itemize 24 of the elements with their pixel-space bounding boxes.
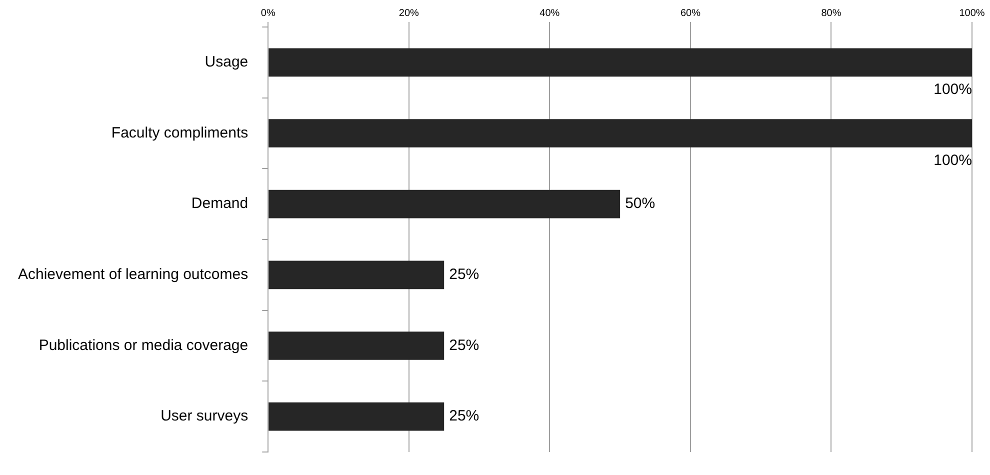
bar: [268, 190, 620, 218]
bar: [268, 260, 444, 290]
data-label: 100%: [934, 152, 972, 170]
bar: [268, 48, 972, 77]
y-tick-label: User surveys: [160, 408, 248, 425]
x-tick-label: 0%: [260, 8, 276, 19]
y-tick-label: Demand: [191, 195, 248, 212]
data-label: 50%: [625, 195, 656, 212]
data-label: 25%: [449, 336, 480, 354]
data-label: 100%: [934, 81, 972, 98]
bar: [268, 332, 444, 360]
y-tick-label: Achievement of learning outcomes: [18, 266, 248, 284]
data-label: 25%: [449, 266, 480, 284]
bar: [268, 119, 972, 148]
y-tick-label: Faculty compliments: [111, 124, 248, 142]
x-tick-label: 100%: [959, 8, 985, 19]
y-tick-label: Publications or media coverage: [38, 336, 248, 354]
x-tick-label: 60%: [680, 8, 701, 19]
data-label: 25%: [449, 408, 480, 425]
x-tick-label: 20%: [398, 8, 420, 19]
x-tick-label: 40%: [540, 8, 560, 19]
x-tick-label: 80%: [821, 8, 842, 19]
y-tick-label: Usage: [204, 54, 248, 71]
bar: [268, 402, 444, 431]
